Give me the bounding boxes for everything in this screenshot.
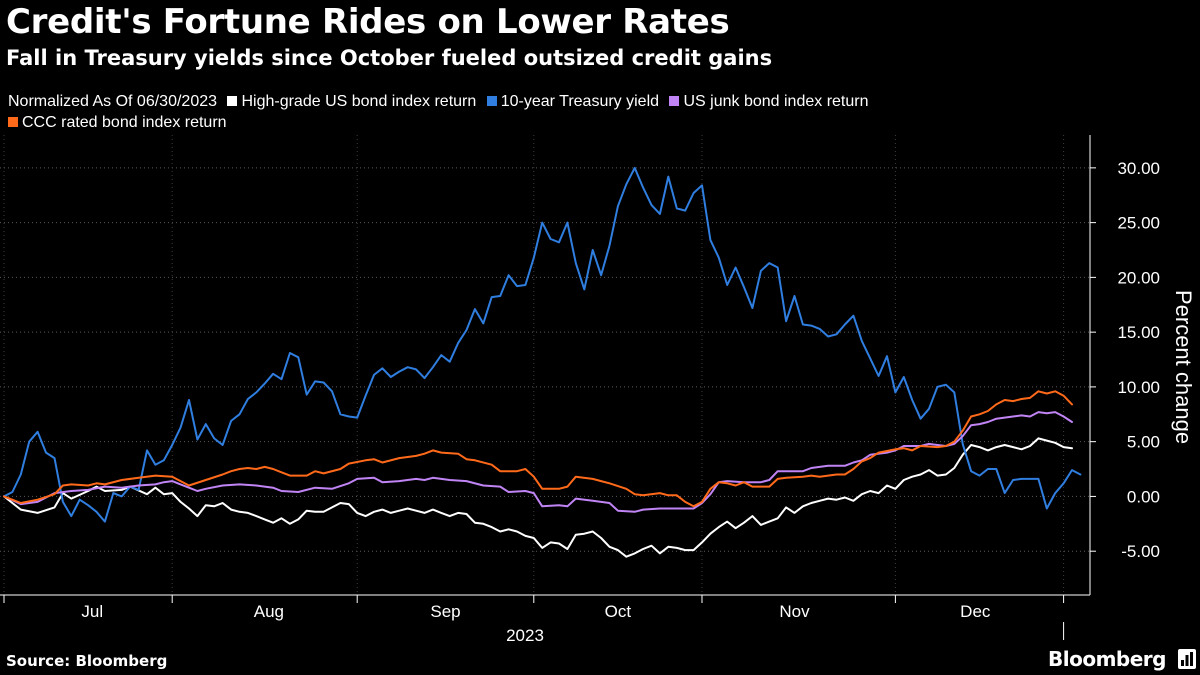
legend-label-ccc: CCC rated bond index return <box>22 114 227 131</box>
grid-lines <box>0 135 1090 595</box>
tick-labels: -5.00 0.00 5.00 10.00 15.00 20.00 25.00 30.00 Ju… <box>81 159 1196 645</box>
chart-title: Credit's Fortune Rides on Lower Rates <box>6 2 730 42</box>
legend-row-1: Normalized As Of 06/30/2023 High-grade U… <box>8 92 1088 113</box>
y-tick-label: 30.00 <box>1117 159 1160 178</box>
x-year-label: 2023 <box>506 626 544 645</box>
y-tick-label: -5.00 <box>1121 542 1160 561</box>
y-tick-label: 5.00 <box>1127 433 1160 452</box>
x-tick-label: Sep <box>430 602 460 621</box>
legend-label-treasury: 10-year Treasury yield <box>500 93 660 110</box>
legend-normalization-note: Normalized As Of 06/30/2023 <box>8 93 218 110</box>
x-tick-label: Dec <box>960 602 991 621</box>
brand-logo-text: Bloomberg <box>1048 647 1166 671</box>
legend-entry-treasury: 10-year Treasury yield <box>486 92 660 112</box>
y-tick-label: 20.00 <box>1117 268 1160 287</box>
y-tick-label: 0.00 <box>1127 487 1160 506</box>
axes <box>0 135 1096 640</box>
series-line-treasury <box>3 166 1082 523</box>
x-tick-label: Nov <box>779 602 810 621</box>
legend-swatch-high-grade <box>227 96 238 106</box>
legend-swatch-junk <box>669 96 680 106</box>
legend-label-high-grade: High-grade US bond index return <box>241 93 477 110</box>
x-tick-label: Oct <box>605 602 632 621</box>
bar-chart-icon <box>1178 649 1196 669</box>
x-tick-label: Jul <box>81 602 103 621</box>
legend-row-2: CCC rated bond index return <box>8 113 1088 134</box>
legend: Normalized As Of 06/30/2023 High-grade U… <box>8 92 1088 134</box>
x-tick-label: Aug <box>254 602 284 621</box>
legend-entry-high-grade: High-grade US bond index return <box>227 92 476 112</box>
series-line-high-grade <box>3 437 1073 558</box>
legend-swatch-ccc <box>8 117 18 127</box>
series-line-ccc <box>3 390 1073 508</box>
y-tick-label: 10.00 <box>1117 378 1160 397</box>
y-tick-label: 15.00 <box>1117 323 1160 342</box>
legend-label-junk: US junk bond index return <box>683 93 869 110</box>
source-note: Source: Bloomberg <box>6 652 168 670</box>
chart-subtitle: Fall in Treasury yields since October fu… <box>6 46 773 70</box>
series-lines <box>3 166 1082 558</box>
y-tick-label: 25.00 <box>1117 214 1160 233</box>
legend-entry-ccc: CCC rated bond index return <box>8 113 227 133</box>
y-axis-title: Percent change <box>1171 290 1196 444</box>
legend-swatch-treasury <box>486 96 497 106</box>
legend-entry-junk: US junk bond index return <box>669 92 868 112</box>
